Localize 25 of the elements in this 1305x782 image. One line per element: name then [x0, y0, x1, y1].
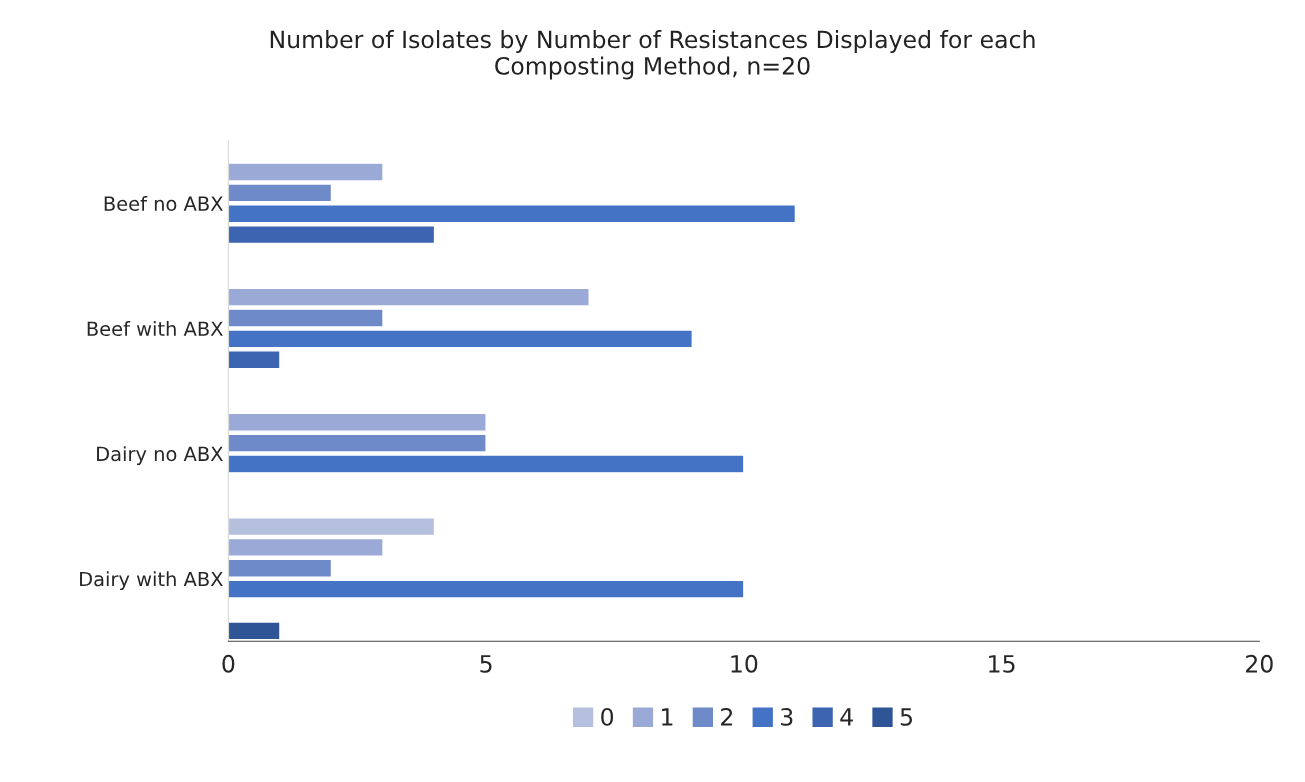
bar — [228, 579, 745, 599]
y-tick-label: Beef with ABX — [87, 321, 223, 337]
x-tick-label: 15 — [989, 655, 1015, 673]
chart-title: Number of Isolates by Number of Resistances Displayed for each Composting Method, n=20 — [270, 30, 1035, 80]
legend-label: 1 — [662, 708, 673, 726]
bar — [228, 350, 281, 370]
bar — [228, 621, 281, 641]
legend-label: 4 — [840, 708, 853, 726]
x-tick-label: 0 — [222, 654, 235, 673]
bar — [228, 537, 384, 557]
y-tick-label: Beef no ABX — [104, 195, 223, 211]
bar — [228, 204, 797, 224]
legend-label: 5 — [900, 708, 912, 726]
y-tick-label: Dairy with ABX — [80, 571, 223, 591]
x-tick-label: 10 — [731, 654, 758, 673]
legend-label: 2 — [721, 707, 733, 726]
bar — [228, 558, 333, 578]
x-tick-label: 20 — [1246, 654, 1273, 673]
bar — [228, 225, 436, 245]
legend-label: 0 — [601, 707, 614, 726]
x-tick-label: 5 — [480, 655, 492, 673]
bar — [228, 412, 487, 432]
bar — [228, 516, 436, 537]
legend-label: 3 — [781, 707, 793, 726]
y-tick-label: Dairy no ABX — [97, 446, 223, 465]
